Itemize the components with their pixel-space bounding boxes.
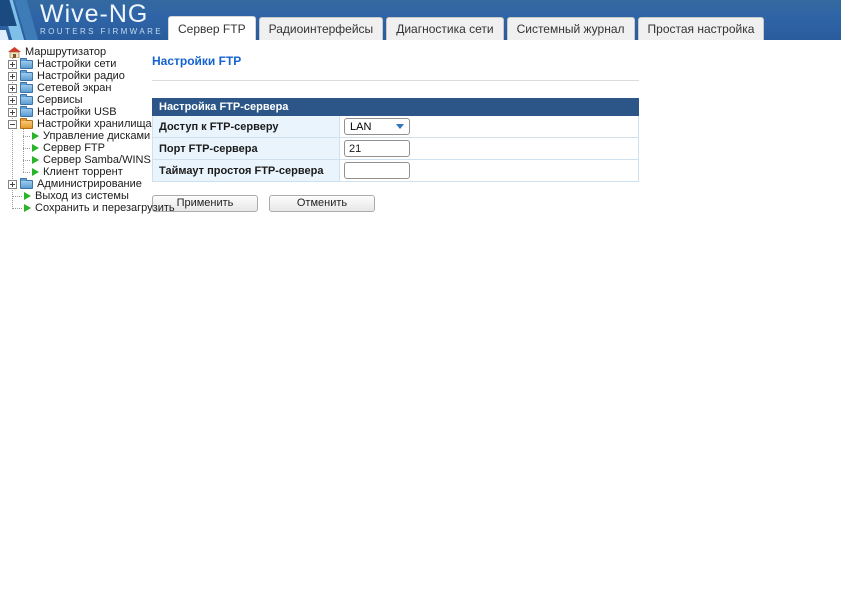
tree-line-horizontal [23,135,30,137]
ftp-idle-timeout-input[interactable] [344,162,410,179]
table-header: Настройка FTP-сервера [152,98,639,116]
expander-plus-icon[interactable] [8,83,17,93]
tree-line-vertical [12,55,13,207]
expander-plus-icon[interactable] [8,59,17,69]
tab-ftp-server[interactable]: Сервер FTP [168,16,256,40]
sidebar-item-label: Сетевой экран [37,82,112,94]
sidebar-item-storage-settings[interactable]: Настройки хранилища [8,118,168,130]
folder-closed-icon [20,70,33,81]
sidebar-item-label: Управление дисками [43,130,151,142]
folder-closed-icon [20,82,33,93]
home-icon [8,46,21,58]
title-divider [152,80,639,81]
sidebar-item-label: Сервер Samba/WINS [43,154,151,166]
ftp-port-input[interactable] [344,140,410,157]
tree-line-horizontal [12,195,22,197]
sidebar-item-radio-settings[interactable]: Настройки радио [8,70,168,82]
wive-logo-icon [0,0,38,40]
logo-title: Wive-NG [40,0,149,28]
tree-line-vertical-children [23,125,24,172]
logo-triangle [0,30,11,40]
apply-button[interactable]: Применить [152,195,258,212]
sidebar-item-label: Сервер FTP [43,142,105,154]
tree-line-horizontal [23,159,30,161]
header: Wive-NG ROUTERS FIRMWARE Сервер FTP Ради… [0,0,841,40]
sidebar-item-network-settings[interactable]: Настройки сети [8,58,168,70]
sidebar-item-torrent-client[interactable]: Клиент торрент [8,166,168,178]
folder-closed-icon [20,58,33,69]
sidebar-item-usb-settings[interactable]: Настройки USB [8,106,168,118]
ftp-access-select-value: LAN [350,120,372,133]
sidebar-item-samba-server[interactable]: Сервер Samba/WINS [8,154,168,166]
sidebar-item-label: Маршрутизатор [25,46,107,58]
ftp-idle-timeout-label: Таймаут простоя FTP-сервера [152,159,340,182]
green-arrow-icon [24,204,31,212]
sidebar-item-label: Сервисы [37,94,83,106]
expander-plus-icon[interactable] [8,95,17,105]
table-row: Порт FTP-сервера [152,137,639,160]
green-arrow-icon [32,156,39,164]
sidebar-item-ftp-server[interactable]: Сервер FTP [8,142,168,154]
sidebar-item-save-reboot[interactable]: Сохранить и перезагрузить [8,202,175,214]
green-arrow-icon [32,144,39,152]
sidebar-item-label: Настройки USB [37,106,117,118]
folder-closed-icon [20,94,33,105]
button-row: Применить Отменить [152,195,639,212]
sidebar-item-label: Выход из системы [35,190,129,202]
expander-minus-icon[interactable] [8,119,17,129]
sidebar-item-label: Настройки хранилища [37,118,152,130]
expander-plus-icon[interactable] [8,179,17,189]
sidebar-item-firewall[interactable]: Сетевой экран [8,82,168,94]
sidebar-item-label: Сохранить и перезагрузить [35,202,175,214]
cancel-button[interactable]: Отменить [269,195,375,212]
table-row: Таймаут простоя FTP-сервера [152,159,639,182]
ftp-access-label: Доступ к FTP-серверу [152,115,340,138]
chevron-down-icon [396,124,404,129]
folder-open-icon [20,118,33,129]
table-row: Доступ к FTP-серверу LAN [152,115,639,138]
main-content: Настройки FTP Настройка FTP-сервера Дост… [152,46,639,212]
expander-plus-icon[interactable] [8,71,17,81]
ftp-settings-table: Настройка FTP-сервера Доступ к FTP-серве… [152,98,639,182]
tab-bar: Сервер FTP Радиоинтерфейсы Диагностика с… [168,16,765,40]
page-title: Настройки FTP [152,54,242,68]
tab-radio-interfaces[interactable]: Радиоинтерфейсы [258,17,384,40]
table-header-row: Настройка FTP-сервера [152,98,639,116]
logo-text: Wive-NG ROUTERS FIRMWARE [40,0,163,37]
logo-subtitle: ROUTERS FIRMWARE [40,27,163,36]
sidebar-item-label: Клиент торрент [43,166,123,178]
ftp-port-label: Порт FTP-сервера [152,137,340,160]
folder-closed-icon [20,106,33,117]
tab-system-log[interactable]: Системный журнал [506,17,635,40]
folder-closed-icon [20,178,33,189]
tab-simple-setup[interactable]: Простая настройка [637,17,765,40]
sidebar-item-administration[interactable]: Администрирование [8,178,168,190]
sidebar-item-services[interactable]: Сервисы [8,94,168,106]
sidebar-item-label: Администрирование [37,178,142,190]
navigation-tree: Маршрутизатор Настройки сети Настройки р… [8,46,175,214]
ftp-access-select[interactable]: LAN [344,118,410,135]
green-arrow-icon [32,132,39,140]
sidebar-item-logout[interactable]: Выход из системы [8,190,168,202]
tab-network-diagnostics[interactable]: Диагностика сети [386,17,504,40]
sidebar-item-router[interactable]: Маршрутизатор [8,46,168,58]
tree-line-horizontal [23,171,30,173]
sidebar-item-label: Настройки сети [37,58,117,70]
sidebar-item-disk-management[interactable]: Управление дисками [8,130,168,142]
tree-line-horizontal [23,147,30,149]
sidebar-item-label: Настройки радио [37,70,125,82]
green-arrow-icon [32,168,39,176]
tree-line-horizontal [12,207,22,209]
expander-plus-icon[interactable] [8,107,17,117]
green-arrow-icon [24,192,31,200]
